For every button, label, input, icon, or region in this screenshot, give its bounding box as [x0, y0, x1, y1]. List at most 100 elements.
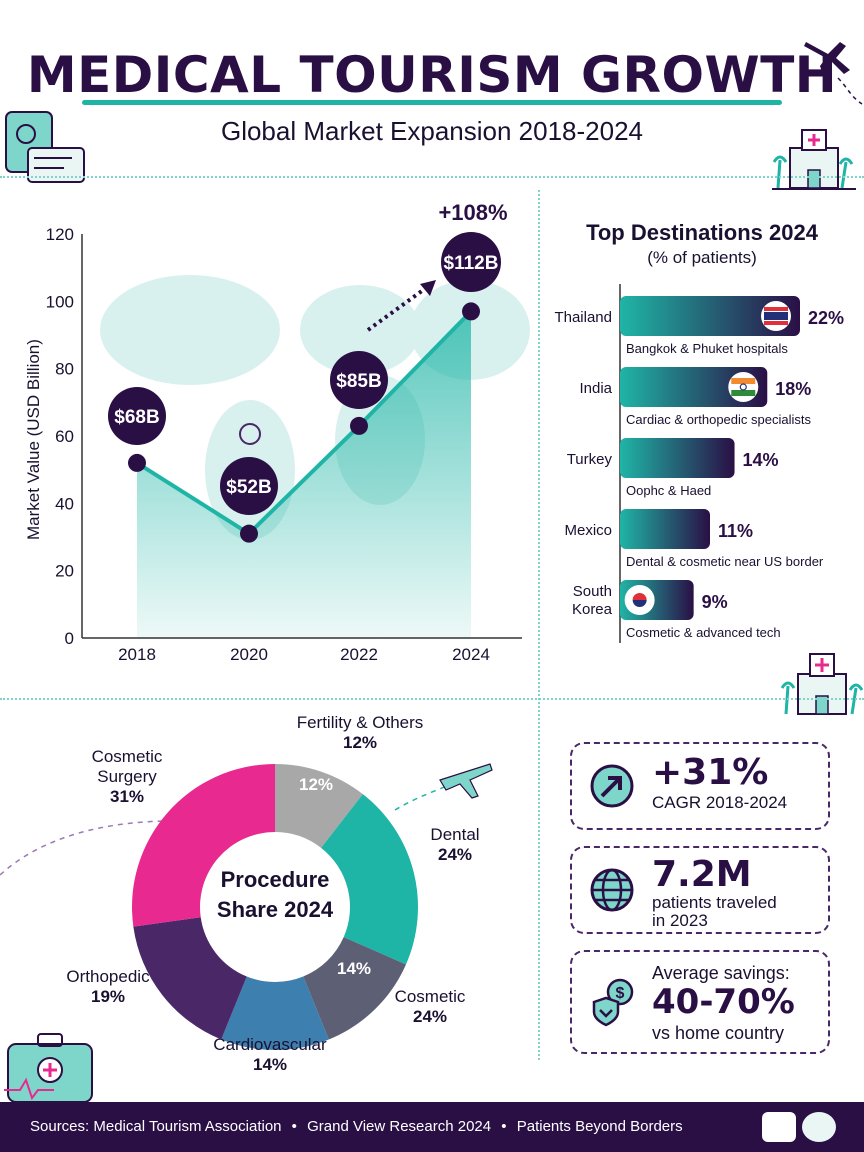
- value-label: 11%: [718, 521, 753, 541]
- line-chart-ylabel: Market Value (USD Billion): [24, 339, 43, 540]
- slice-percent-label: 24%: [413, 1007, 447, 1026]
- stat-card-savings: $ Average savings: 40-70% vs home countr…: [570, 950, 830, 1054]
- y-tick-label: 100: [46, 292, 74, 311]
- thailand-flag: [761, 301, 791, 331]
- value-bubble: [330, 351, 388, 409]
- category-label: Thailand: [554, 309, 612, 326]
- donut-center-label: Procedure: [221, 867, 330, 892]
- footer: Sources: Medical Tourism Association • G…: [0, 1102, 864, 1152]
- donut-slice: [221, 976, 329, 1050]
- bar-chart-title: Top Destinations 2024: [586, 220, 818, 245]
- map-continent: [100, 275, 280, 385]
- value-label: 14%: [743, 450, 779, 470]
- sources-text: Sources: Medical Tourism Association • G…: [30, 1118, 683, 1135]
- category-label: Mexico: [564, 522, 612, 539]
- area-fill: [137, 311, 471, 638]
- medical-kit-icon: [4, 1033, 93, 1103]
- slice-category-label: Orthopedic: [66, 967, 150, 986]
- growth-annotation: +108%: [438, 200, 507, 225]
- data-point: [240, 524, 258, 543]
- value-label: 18%: [775, 379, 811, 399]
- y-tick-label: 80: [55, 360, 74, 379]
- source-item: Grand View Research 2024: [307, 1118, 492, 1135]
- airplane-icon: [439, 763, 493, 799]
- category-label: Korea: [572, 601, 613, 618]
- y-tick-label: 20: [55, 562, 74, 581]
- bar-note: Dental & cosmetic near US border: [626, 554, 824, 569]
- airplane-shape: [439, 763, 493, 799]
- slice-percent-label: 31%: [110, 787, 144, 806]
- data-point: [350, 416, 368, 435]
- india-flag: [728, 372, 759, 402]
- hospital-icon: [772, 129, 856, 190]
- slice-category-label: Surgery: [97, 767, 157, 786]
- data-point: [128, 453, 146, 472]
- donut-slice: [133, 917, 247, 1040]
- svg-text:$: $: [616, 985, 625, 1002]
- flag-stripe: [764, 321, 788, 325]
- flag-stripe: [731, 378, 756, 384]
- slice-percent-label: 12%: [343, 733, 377, 752]
- data-point: [462, 302, 480, 321]
- divider: [538, 190, 540, 1060]
- category-label: South: [573, 583, 612, 600]
- data-label: $68B: [114, 407, 159, 428]
- bar-note: Oophc & Haed: [626, 483, 711, 498]
- x-tick-label: 2020: [230, 645, 268, 664]
- y-tick-label: 40: [55, 494, 74, 513]
- series-line: [135, 310, 473, 536]
- stat-label: in 2023: [652, 911, 708, 930]
- divider: [0, 698, 864, 700]
- bar-note: Cosmetic & advanced tech: [626, 625, 781, 640]
- bar: [620, 509, 710, 549]
- y-tick-label: 120: [46, 225, 74, 244]
- bar-note: Bangkok & Phuket hospitals: [626, 341, 788, 356]
- category-label: Turkey: [567, 451, 613, 468]
- y-tick-label: 0: [65, 629, 74, 648]
- donut-slice: [303, 937, 406, 1040]
- destinations-bar-chart: Thailand 22% Bangkok & Phuket hospitals Ind…: [554, 284, 844, 643]
- stat-value: 40-70%: [652, 982, 795, 1022]
- slice-category-label: Fertility & Others: [297, 713, 424, 732]
- flag-stripe: [764, 307, 788, 311]
- growth-arrow-head: [420, 280, 436, 296]
- map-continent: [300, 285, 420, 375]
- value-bubble: [108, 387, 166, 445]
- slice-category-label: Cosmetic: [92, 747, 163, 766]
- slice-percent-label: 19%: [91, 987, 125, 1006]
- stat-label: CAGR 2018-2024: [652, 793, 788, 812]
- x-tick-label: 2022: [340, 645, 378, 664]
- divider: [0, 176, 864, 178]
- procedure-donut-chart: Fertility & Others12%12%Dental24%Cosmeti…: [0, 713, 493, 1074]
- savings-shield-icon: $: [592, 978, 634, 1027]
- value-bubble: [441, 232, 501, 292]
- donut-slice: [132, 764, 275, 927]
- value-label: 9%: [702, 592, 728, 612]
- south-korea-flag: [624, 585, 655, 615]
- donut-center-label: Share 2024: [217, 897, 334, 922]
- trend-up-icon: [590, 764, 634, 808]
- slice-category-label: Cardiovascular: [213, 1035, 327, 1054]
- bar: [620, 438, 735, 478]
- stat-card-patients: 7.2M patients traveled in 2023: [570, 846, 830, 934]
- bar: [620, 367, 768, 407]
- source-item: Patients Beyond Borders: [516, 1118, 683, 1135]
- x-tick-label: 2024: [452, 645, 490, 664]
- flag-wheel: [739, 383, 747, 391]
- bar-chart-subtitle: (% of patients): [647, 248, 757, 267]
- flag-stripe: [764, 312, 788, 320]
- flag-bg: [728, 372, 759, 402]
- bar: [620, 296, 800, 336]
- flag-taeguk: [632, 593, 647, 600]
- source-item: Sources: Medical Tourism Association: [30, 1118, 282, 1135]
- partner-logo: [762, 1112, 796, 1142]
- partner-logo: [802, 1112, 836, 1142]
- flag-stripe: [731, 390, 756, 396]
- donut-slice: [321, 794, 418, 965]
- stat-value: +31%: [652, 752, 769, 793]
- hospital-icon: [780, 653, 864, 715]
- stat-value: 7.2M: [652, 854, 752, 895]
- slice-percent-label: 14%: [253, 1055, 287, 1074]
- virus-icon: [239, 423, 261, 445]
